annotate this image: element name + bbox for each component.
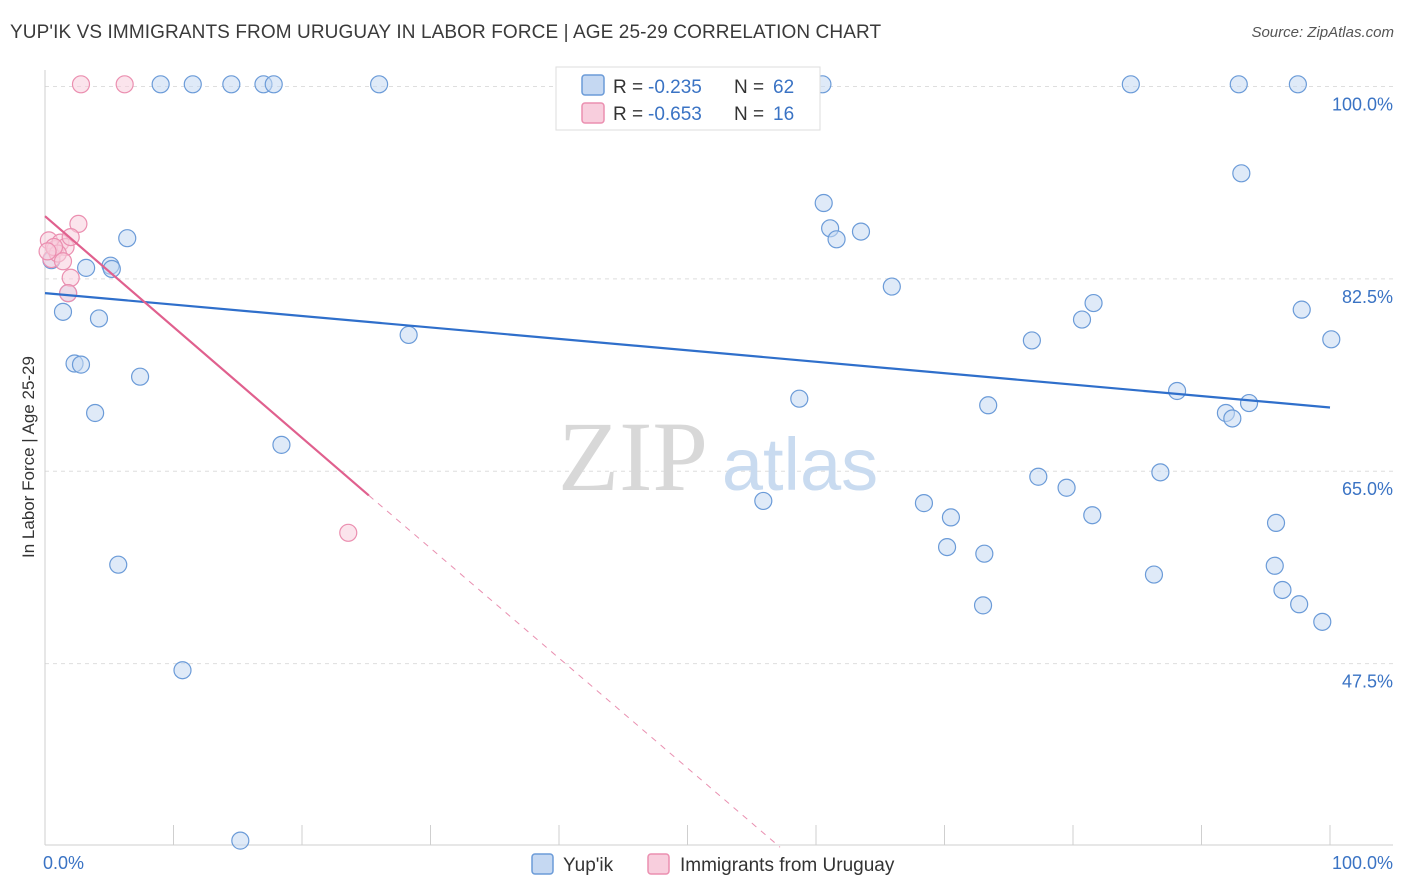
yupik-point-52: [937, 537, 957, 557]
yupik-point-46: [914, 494, 934, 513]
yupik-point-39: [1232, 164, 1251, 183]
yupik-point-35: [1022, 331, 1041, 350]
yupik-point-34: [979, 396, 998, 415]
uruguay-point-13: [59, 284, 78, 303]
yupik-point-31: [851, 222, 871, 241]
yupik-point-53: [975, 544, 994, 563]
yupik-point-18: [89, 309, 109, 328]
y-tick-label-0: 100.0%: [1332, 94, 1393, 114]
x-tick-labels: 0.0% 100.0%: [43, 853, 1393, 873]
trend-line-uruguay: [44, 215, 370, 497]
y-tick-label-3: 47.5%: [1342, 672, 1393, 692]
yupik-point-23: [272, 435, 291, 454]
y-axis-title: In Labor Force | Age 25-29: [19, 356, 38, 558]
yupik-point-15: [118, 229, 137, 248]
yupik-point-26: [173, 661, 192, 680]
yupik-point-10: [1288, 75, 1307, 94]
yupik-point-8: [1121, 75, 1140, 94]
yupik-point-14: [102, 259, 121, 279]
yupik-point-44: [1322, 330, 1341, 349]
yupik-point-20: [71, 355, 91, 374]
yupik-point-45: [754, 491, 773, 511]
watermark-atlas: atlas: [722, 423, 878, 506]
yupik-point-21: [130, 367, 150, 386]
yupik-point-36: [1072, 310, 1092, 329]
yupik-point-54: [973, 596, 993, 615]
yupik-point-9: [1229, 75, 1248, 94]
series-legend: Yup'ik Immigrants from Uruguay: [531, 853, 895, 876]
legend-n-label-uruguay: N =: [734, 104, 769, 125]
yupik-point-58: [1273, 580, 1292, 600]
yupik-point-42: [1239, 393, 1259, 413]
yupik-point-47: [941, 508, 961, 527]
legend-n-value-uruguay: 16: [773, 104, 794, 125]
yupik-point-4: [264, 75, 283, 94]
yupik-point-5: [370, 75, 389, 94]
series-yupik-points: [42, 75, 1341, 850]
yupik-point-43: [1292, 300, 1311, 319]
axes: [44, 70, 1393, 846]
yupik-point-56: [1266, 513, 1286, 533]
uruguay-point-12: [61, 268, 80, 287]
yupik-point-37: [1084, 293, 1103, 313]
x-tick-label-0: 0.0%: [43, 853, 84, 873]
watermark: ZIP atlas: [558, 401, 878, 512]
gridlines: [45, 85, 1393, 665]
bottom-legend-swatch-yupik: [531, 853, 554, 875]
yupik-point-25: [109, 555, 128, 574]
yupik-point-48: [1029, 467, 1048, 486]
stats-legend: R = -0.235 N = 62 R = -0.653 N = 16: [555, 66, 821, 131]
y-tick-label-2: 65.0%: [1342, 479, 1393, 499]
uruguay-point-1: [115, 75, 134, 94]
legend-swatch-uruguay: [581, 102, 605, 124]
legend-r-value-yupik: -0.235: [648, 77, 702, 98]
legend-n-label-yupik: N =: [734, 77, 769, 98]
yupik-point-49: [1057, 478, 1076, 497]
yupik-point-27: [231, 831, 250, 850]
yupik-point-59: [1290, 595, 1309, 614]
yupik-point-30: [827, 230, 846, 249]
yupik-point-0: [151, 75, 170, 94]
bottom-legend-label-yupik: Yup'ik: [563, 855, 614, 876]
yupik-point-57: [1265, 556, 1284, 575]
yupik-point-50: [1083, 506, 1102, 525]
legend-r-value-uruguay: -0.653: [648, 104, 702, 125]
yupik-point-55: [1144, 565, 1164, 584]
yupik-point-33: [790, 389, 809, 408]
watermark-zip: ZIP: [558, 401, 708, 512]
yupik-point-17: [53, 302, 73, 321]
trend-lines: [44, 215, 1331, 848]
legend-swatch-yupik: [581, 74, 605, 96]
chart-title: YUP'IK VS IMMIGRANTS FROM URUGUAY IN LAB…: [10, 22, 882, 43]
legend-r-label-uruguay: R =: [613, 104, 648, 125]
uruguay-point-15: [339, 523, 358, 542]
y-tick-label-1: 82.5%: [1342, 287, 1393, 307]
bottom-legend-label-uruguay: Immigrants from Uruguay: [680, 855, 895, 876]
x-tick-label-1: 100.0%: [1332, 853, 1393, 873]
y-tick-labels: 100.0% 82.5% 65.0% 47.5%: [1332, 94, 1393, 691]
yupik-point-1: [183, 75, 202, 94]
legend-r-label-yupik: R =: [613, 77, 648, 98]
uruguay-point-0: [71, 75, 91, 94]
yupik-point-41: [1223, 409, 1242, 428]
yupik-point-12: [77, 258, 96, 277]
uruguay-point-11: [53, 252, 73, 271]
yupik-point-24: [399, 325, 418, 345]
yupik-point-38: [1167, 381, 1187, 401]
chart-source: Source: ZipAtlas.com: [1251, 24, 1394, 41]
bottom-legend-swatch-uruguay: [647, 853, 670, 875]
yupik-point-51: [1151, 463, 1170, 482]
yupik-point-28: [814, 193, 833, 213]
trend-line-yupik: [44, 292, 1331, 409]
yupik-point-60: [1313, 612, 1332, 631]
uruguay-point-14: [38, 242, 57, 261]
yupik-point-2: [222, 75, 241, 94]
legend-n-value-yupik: 62: [773, 77, 794, 98]
trend-line-uruguay-extrapolated: [368, 495, 781, 848]
yupik-point-32: [882, 277, 901, 296]
series-uruguay-points: [38, 75, 358, 542]
yupik-point-22: [86, 403, 105, 423]
